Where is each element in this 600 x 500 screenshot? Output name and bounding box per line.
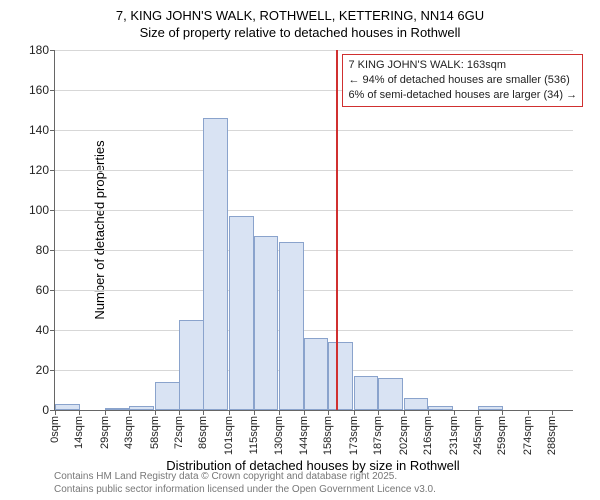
y-tick-label: 60 [36, 283, 49, 297]
annotation-line: 7 KING JOHN'S WALK: 163sqm [348, 58, 577, 73]
property-marker-line [336, 50, 338, 410]
histogram-bar [155, 382, 180, 410]
x-tick [428, 410, 429, 415]
x-tick [454, 410, 455, 415]
histogram-bar [203, 118, 228, 410]
histogram-bar [304, 338, 329, 410]
x-tick-label: 72sqm [173, 416, 185, 449]
x-tick [254, 410, 255, 415]
y-tick-label: 180 [29, 43, 49, 57]
histogram-bar [129, 406, 154, 410]
x-tick-label: 29sqm [99, 416, 111, 449]
histogram-bar [105, 408, 130, 410]
x-tick-label: 0sqm [49, 416, 61, 443]
x-tick [328, 410, 329, 415]
x-tick-label: 14sqm [73, 416, 85, 449]
gridline [55, 130, 573, 131]
y-tick-label: 0 [42, 403, 49, 417]
histogram-bar [428, 406, 453, 410]
x-tick [105, 410, 106, 415]
histogram-bar [378, 378, 403, 410]
x-tick-label: 202sqm [398, 416, 410, 455]
y-tick [50, 170, 55, 171]
x-tick [552, 410, 553, 415]
y-tick [50, 90, 55, 91]
x-tick [354, 410, 355, 415]
gridline [55, 210, 573, 211]
annotation-line: 6% of semi-detached houses are larger (3… [348, 88, 577, 103]
histogram-bar [354, 376, 379, 410]
x-tick [179, 410, 180, 415]
x-tick-label: 216sqm [422, 416, 434, 455]
gridline [55, 250, 573, 251]
x-tick [79, 410, 80, 415]
x-tick-label: 115sqm [248, 416, 260, 454]
y-tick-label: 160 [29, 83, 49, 97]
x-tick [279, 410, 280, 415]
y-tick [50, 210, 55, 211]
histogram-bar [254, 236, 279, 410]
x-tick [55, 410, 56, 415]
x-tick-label: 144sqm [298, 416, 310, 455]
x-tick [203, 410, 204, 415]
x-tick [129, 410, 130, 415]
histogram-bar [229, 216, 254, 410]
x-tick-label: 86sqm [197, 416, 209, 449]
histogram-bar [279, 242, 304, 410]
y-tick [50, 370, 55, 371]
histogram-bar [328, 342, 353, 410]
subtitle: Size of property relative to detached ho… [10, 25, 590, 40]
y-tick [50, 250, 55, 251]
gridline [55, 170, 573, 171]
y-tick-label: 80 [36, 243, 49, 257]
histogram-bar [478, 406, 503, 410]
y-tick [50, 130, 55, 131]
x-tick [304, 410, 305, 415]
histogram-bar [55, 404, 80, 410]
x-tick [404, 410, 405, 415]
y-tick-label: 140 [29, 123, 49, 137]
x-tick [378, 410, 379, 415]
histogram-bar [404, 398, 429, 410]
x-tick-label: 274sqm [522, 416, 534, 455]
gridline [55, 290, 573, 291]
x-tick [528, 410, 529, 415]
x-tick-label: 245sqm [472, 416, 484, 455]
x-tick-label: 288sqm [546, 416, 558, 455]
x-tick-label: 58sqm [149, 416, 161, 449]
y-tick [50, 290, 55, 291]
gridline [55, 330, 573, 331]
x-tick [478, 410, 479, 415]
x-tick-label: 158sqm [322, 416, 334, 455]
address-line: 7, KING JOHN'S WALK, ROTHWELL, KETTERING… [10, 8, 590, 23]
annotation-line: ← 94% of detached houses are smaller (53… [348, 73, 577, 88]
x-tick [229, 410, 230, 415]
x-tick [502, 410, 503, 415]
y-tick [50, 330, 55, 331]
y-tick-label: 100 [29, 203, 49, 217]
histogram-bar [179, 320, 204, 410]
annotation-box: 7 KING JOHN'S WALK: 163sqm← 94% of detac… [342, 54, 583, 107]
plot-region: 0204060801001201401601800sqm14sqm29sqm43… [54, 50, 573, 411]
histogram-chart: Number of detached properties 0204060801… [54, 50, 572, 410]
y-tick-label: 40 [36, 323, 49, 337]
x-tick-label: 43sqm [123, 416, 135, 449]
x-tick-label: 173sqm [348, 416, 360, 455]
x-tick [155, 410, 156, 415]
x-tick-label: 259sqm [496, 416, 508, 455]
x-tick-label: 187sqm [372, 416, 384, 455]
x-tick-label: 130sqm [273, 416, 285, 455]
y-tick-label: 120 [29, 163, 49, 177]
x-tick-label: 231sqm [448, 416, 460, 455]
y-tick [50, 50, 55, 51]
attribution-line: Contains HM Land Registry data © Crown c… [54, 471, 436, 484]
attribution: Contains HM Land Registry data © Crown c… [54, 471, 436, 496]
y-tick-label: 20 [36, 363, 49, 377]
x-tick-label: 101sqm [223, 416, 235, 455]
gridline [55, 50, 573, 51]
attribution-line: Contains public sector information licen… [54, 484, 436, 497]
